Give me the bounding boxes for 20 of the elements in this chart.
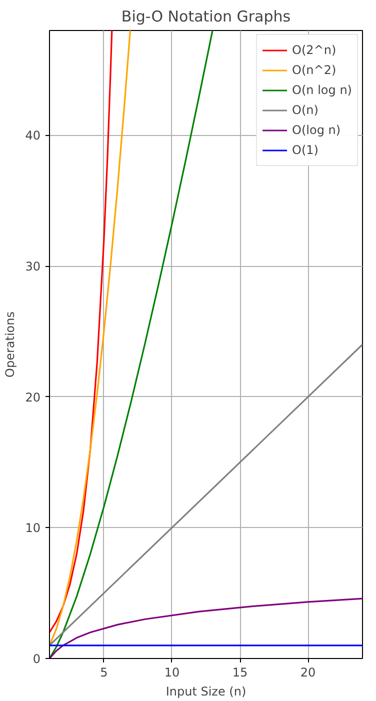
x-tick-label: 20	[300, 666, 316, 680]
line-series	[50, 30, 113, 634]
x-tick-label: 10	[164, 666, 180, 680]
legend-label: O(log n)	[292, 122, 341, 138]
y-tick-label: 30	[25, 260, 41, 274]
line-series	[50, 30, 131, 646]
legend-label: O(2^n)	[292, 42, 336, 58]
x-tick-label: 5	[100, 666, 108, 680]
y-tick-label: 20	[25, 390, 41, 404]
y-tick-label: 10	[25, 521, 41, 536]
chart-title: Big-O Notation Graphs	[121, 8, 291, 26]
legend-label: O(n)	[292, 102, 318, 118]
y-tick-label: 40	[25, 128, 41, 143]
x-tick-label: 15	[232, 666, 248, 680]
legend-label: O(n^2)	[292, 62, 336, 78]
legend-label: O(1)	[292, 142, 318, 158]
y-axis-title: Operations	[3, 312, 18, 378]
y-tick-label: 0	[32, 652, 41, 666]
legend-label: O(n log n)	[292, 82, 352, 98]
x-axis-title: Input Size (n)	[166, 684, 246, 698]
